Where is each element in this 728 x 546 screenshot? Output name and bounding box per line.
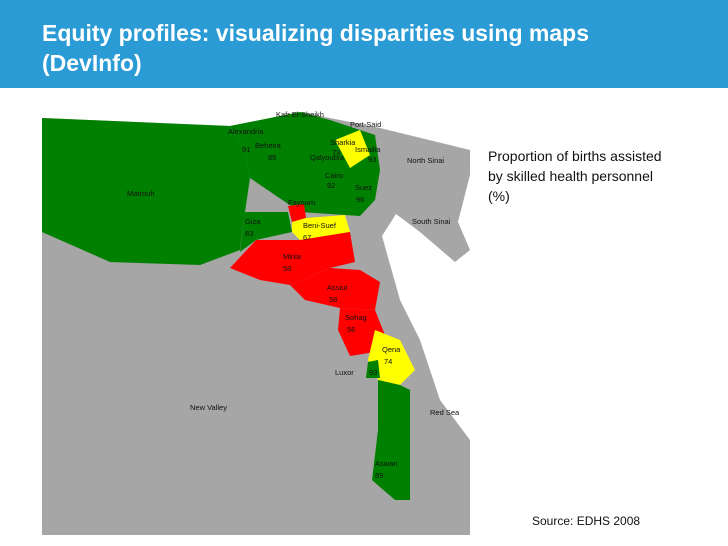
region <box>230 232 355 285</box>
region-value: 83 <box>245 229 253 238</box>
region-name: Alexandria <box>228 127 264 136</box>
region-name: Matrouh <box>127 189 155 198</box>
title: Equity profiles: visualizing disparities… <box>42 20 590 46</box>
region-name: South Sinai <box>412 217 451 226</box>
region-value: 85 <box>268 153 276 162</box>
region-name: Assiut <box>327 283 348 292</box>
region-name: Ismailia <box>355 145 381 154</box>
region <box>42 118 250 265</box>
region-value: 93 <box>368 155 376 164</box>
region-value: 96 <box>356 195 364 204</box>
region-name: Luxor <box>335 368 354 377</box>
region <box>240 212 292 252</box>
region-value: 58 <box>329 295 337 304</box>
region-name: Minia <box>283 252 302 261</box>
region-name: Port-Said <box>350 120 381 129</box>
region-name: Beheira <box>255 141 282 150</box>
region-name: Sharkia <box>330 138 356 147</box>
region-value: 73 <box>332 148 340 157</box>
title: (DevInfo) <box>42 50 142 76</box>
region-name: Aswan <box>375 459 398 468</box>
region <box>290 268 380 310</box>
region <box>335 130 370 168</box>
region <box>368 330 415 385</box>
region <box>292 215 350 240</box>
region-name: Qalyoubia <box>310 153 345 162</box>
region-name: Beni-Suef <box>303 221 337 230</box>
region-value: 92 <box>327 181 335 190</box>
region-value: 74 <box>384 357 392 366</box>
region <box>372 380 410 500</box>
source: Source: EDHS 2008 <box>532 514 641 528</box>
legend-text: by skilled health personnel <box>488 168 653 184</box>
region-name: Qena <box>382 345 401 354</box>
legend-text: Proportion of births assisted <box>488 148 662 164</box>
region-name: Sohag <box>345 313 367 322</box>
region-name: Suez <box>355 183 372 192</box>
region-name: Kafr El-Sheikh <box>276 110 324 119</box>
region-name: North Sinai <box>407 156 444 165</box>
region <box>288 204 306 222</box>
legend-text: (%) <box>488 188 510 204</box>
region-name: Red Sea <box>430 408 460 417</box>
header-bar: Equity profiles: visualizing disparities… <box>0 0 728 88</box>
region-value: 67 <box>303 233 311 242</box>
region-name: Fayoum <box>288 198 315 207</box>
region-value: 89 <box>375 471 383 480</box>
region-name: New Valley <box>190 403 227 412</box>
region-name: Giza <box>245 217 261 226</box>
region-value: 93 <box>369 368 377 377</box>
region-value: 91 <box>242 145 250 154</box>
region-value: 58 <box>283 264 291 273</box>
region <box>366 360 380 378</box>
region-value: 56 <box>347 325 355 334</box>
region-name: Cairo <box>325 171 343 180</box>
